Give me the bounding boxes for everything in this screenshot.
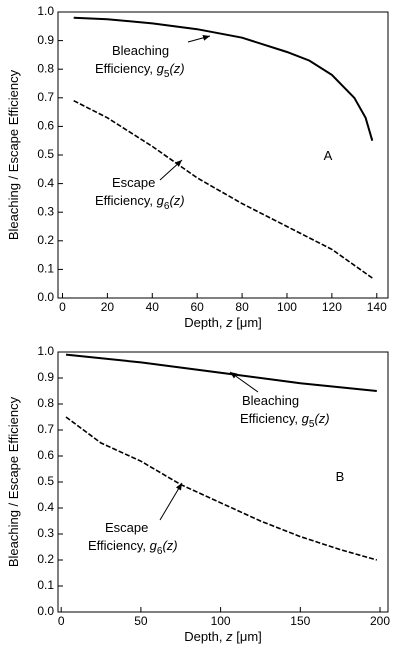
plot-frame	[57, 11, 389, 299]
y-tick-label: 0.2	[37, 552, 54, 566]
x-tick-label: 100	[277, 300, 297, 314]
y-tick-label: 0.9	[37, 370, 54, 384]
annotation-part: 5	[309, 419, 315, 430]
y-tick-label: 0.0	[37, 604, 54, 618]
annotation-part: 5	[164, 69, 170, 80]
series-line	[73, 16, 374, 141]
annotation: Efficiency, g5(z)	[240, 411, 330, 430]
y-tick-label: 0.0	[37, 290, 54, 304]
annotation-part: (z)	[314, 411, 329, 426]
y-tick-label: 0.5	[37, 147, 54, 161]
x-axis-label-part: [μm]	[233, 315, 262, 330]
annotation-arrow	[229, 371, 259, 393]
annotation: Escape	[105, 520, 148, 535]
y-tick-label: 0.8	[37, 396, 54, 410]
x-tick-label: 50	[134, 614, 148, 628]
annotation-part: g	[302, 411, 310, 426]
series-line	[65, 416, 378, 561]
series-line	[73, 99, 373, 279]
y-tick-label: 0.7	[37, 422, 54, 436]
annotation-part: 6	[157, 546, 163, 557]
annotation-part: (z)	[169, 61, 184, 76]
x-axis-label-part: z	[225, 629, 233, 644]
annotation: Bleaching	[242, 393, 299, 408]
panel-label: B	[336, 469, 345, 484]
y-tick-label: 0.2	[37, 233, 54, 247]
annotation-arrow	[187, 34, 211, 43]
x-tick-label: 0	[58, 614, 65, 628]
series-line	[65, 353, 377, 392]
panel-label: A	[324, 148, 333, 163]
x-tick-label: 20	[101, 300, 115, 314]
y-tick-label: 1.0	[37, 344, 54, 358]
annotation-part: 6	[164, 201, 170, 212]
annotation-part: Efficiency,	[95, 61, 157, 76]
y-tick-label: 0.7	[37, 90, 54, 104]
annotation: Efficiency, g5(z)	[95, 61, 185, 80]
x-tick-label: 60	[191, 300, 205, 314]
y-tick-label: 0.3	[37, 526, 54, 540]
y-tick-label: 0.1	[37, 578, 54, 592]
annotation-part: (z)	[162, 538, 177, 553]
y-tick-label: 0.4	[37, 176, 54, 190]
annotation-part: g	[150, 538, 158, 553]
annotation: Efficiency, g6(z)	[95, 193, 185, 212]
x-axis-label: Depth, z [μm]	[184, 629, 262, 644]
x-tick-label: 0	[59, 300, 66, 314]
x-tick-label: 200	[370, 614, 390, 628]
annotation-part: g	[157, 61, 165, 76]
annotation-arrow	[159, 159, 183, 181]
x-tick-label: 40	[146, 300, 160, 314]
annotation-part: (z)	[169, 193, 184, 208]
y-tick-label: 0.8	[37, 61, 54, 75]
annotation: Escape	[112, 175, 155, 190]
annotation-part: Efficiency,	[95, 193, 157, 208]
y-tick-label: 0.6	[37, 119, 54, 133]
annotation: Bleaching	[112, 43, 169, 58]
x-axis-label-part: Depth,	[184, 315, 226, 330]
x-axis-label-part: [μm]	[233, 629, 262, 644]
x-tick-label: 120	[322, 300, 342, 314]
x-axis-label-part: Depth,	[184, 629, 226, 644]
y-axis-label: Bleaching / Escape Efficiency	[6, 396, 21, 567]
y-tick-label: 0.1	[37, 262, 54, 276]
x-axis-label-part: z	[225, 315, 233, 330]
y-tick-label: 0.9	[37, 33, 54, 47]
annotation-part: g	[157, 193, 165, 208]
annotation-part: Efficiency,	[240, 411, 302, 426]
y-axis-label: Bleaching / Escape Efficiency	[6, 69, 21, 240]
annotation-arrow	[159, 482, 183, 521]
y-tick-label: 0.4	[37, 500, 54, 514]
x-axis-label: Depth, z [μm]	[184, 315, 262, 330]
y-tick-label: 0.5	[37, 474, 54, 488]
x-tick-label: 150	[290, 614, 310, 628]
y-tick-label: 0.6	[37, 448, 54, 462]
y-tick-label: 1.0	[37, 4, 54, 18]
y-tick-label: 0.3	[37, 204, 54, 218]
x-tick-label: 100	[211, 614, 231, 628]
x-tick-label: 80	[235, 300, 249, 314]
annotation-part: Efficiency,	[88, 538, 150, 553]
x-tick-label: 140	[367, 300, 387, 314]
annotation: Efficiency, g6(z)	[88, 538, 178, 557]
